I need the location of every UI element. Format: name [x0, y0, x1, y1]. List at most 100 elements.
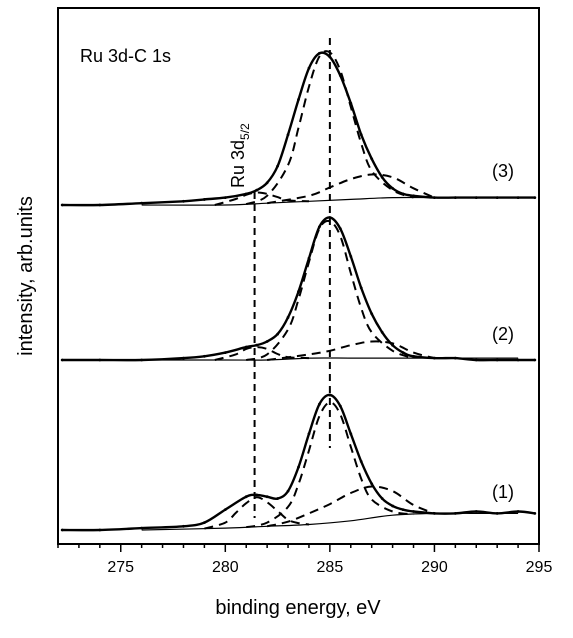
x-tick-label: 285 [317, 559, 344, 576]
data-point [453, 511, 457, 515]
data-point [276, 332, 279, 336]
data-point [98, 528, 102, 532]
data-point [276, 497, 279, 500]
data-point [516, 510, 520, 513]
x-tick-label: 290 [421, 559, 448, 576]
data-point [412, 194, 415, 198]
data-point [318, 225, 321, 229]
fit-component [266, 485, 435, 528]
data-point [318, 51, 321, 55]
data-point [286, 316, 290, 319]
x-tick-label: 280 [212, 559, 239, 576]
data-point [255, 493, 259, 497]
data-point [391, 343, 395, 347]
measured-line [62, 393, 535, 532]
data-point [349, 101, 353, 105]
series-layer [60, 50, 537, 532]
data-point [255, 188, 259, 192]
curve-label-2: (2) [492, 324, 514, 344]
data-point [433, 356, 436, 360]
data-point [391, 504, 395, 508]
data-point [474, 196, 478, 200]
data-point [359, 460, 363, 463]
data-point [338, 227, 342, 231]
data-point [495, 196, 499, 200]
series-group [60, 393, 537, 532]
data-point [98, 203, 102, 207]
data-point [60, 528, 64, 532]
data-point [255, 343, 259, 347]
data-point [401, 192, 405, 196]
data-point [307, 66, 311, 70]
ru-3d-label-main: Ru 3d [228, 140, 248, 188]
data-point [495, 511, 499, 515]
data-point [370, 482, 374, 486]
data-point [276, 164, 279, 168]
data-point [307, 432, 311, 436]
data-point [495, 358, 499, 362]
data-point [380, 330, 384, 334]
data-point [244, 495, 248, 499]
series-group [60, 50, 537, 207]
data-point [412, 510, 415, 513]
data-point [359, 133, 363, 137]
reference-lines [253, 38, 331, 518]
data-point [223, 508, 227, 512]
data-point [401, 351, 405, 354]
y-axis-label: intensity, arb.units [15, 196, 37, 356]
data-point [533, 511, 537, 515]
data-point [474, 358, 478, 362]
data-point [140, 201, 144, 205]
data-point [182, 356, 185, 360]
ru-3d-label-sub: 5/2 [238, 123, 252, 140]
series-group [60, 216, 537, 362]
data-point [380, 175, 384, 179]
data-point [338, 404, 342, 408]
data-point [223, 196, 227, 200]
x-tick-label: 275 [107, 559, 134, 576]
data-point [297, 465, 300, 469]
data-point [244, 192, 248, 196]
fit-component [204, 496, 310, 530]
data-point [202, 354, 206, 358]
data-point [359, 286, 363, 290]
data-point [265, 340, 269, 343]
data-point [60, 203, 64, 207]
x-axis-label: binding energy, eV [215, 597, 381, 619]
data-point [474, 510, 478, 513]
plot-frame [57, 7, 540, 545]
data-point [533, 196, 537, 200]
data-point [223, 351, 227, 354]
data-point [433, 196, 436, 200]
data-point [182, 524, 185, 528]
data-point [182, 199, 185, 203]
fit-component [266, 340, 435, 361]
curve-label-3: (3) [492, 161, 514, 181]
data-point [297, 290, 300, 293]
data-point [516, 358, 520, 362]
data-point [453, 196, 457, 200]
data-point [244, 345, 248, 349]
data-point [140, 358, 144, 362]
data-point [328, 393, 332, 397]
data-point [297, 98, 300, 101]
data-point [412, 354, 415, 358]
panel-annotation: Ru 3d-C 1s [80, 46, 171, 66]
data-point [286, 133, 290, 137]
measured-line [62, 216, 535, 362]
data-point [265, 495, 269, 499]
x-tick-label: 295 [526, 559, 553, 576]
ru-3d-label: Ru 3d5/2 [228, 123, 252, 188]
data-point [202, 198, 206, 201]
data-point [453, 356, 457, 360]
fit-component [266, 173, 435, 205]
data-point [370, 157, 374, 161]
data-point [516, 196, 520, 200]
data-point [60, 358, 64, 362]
data-point [318, 402, 321, 406]
data-point [391, 186, 395, 190]
data-point [380, 497, 384, 500]
background-line [141, 512, 519, 531]
data-point [433, 511, 436, 515]
